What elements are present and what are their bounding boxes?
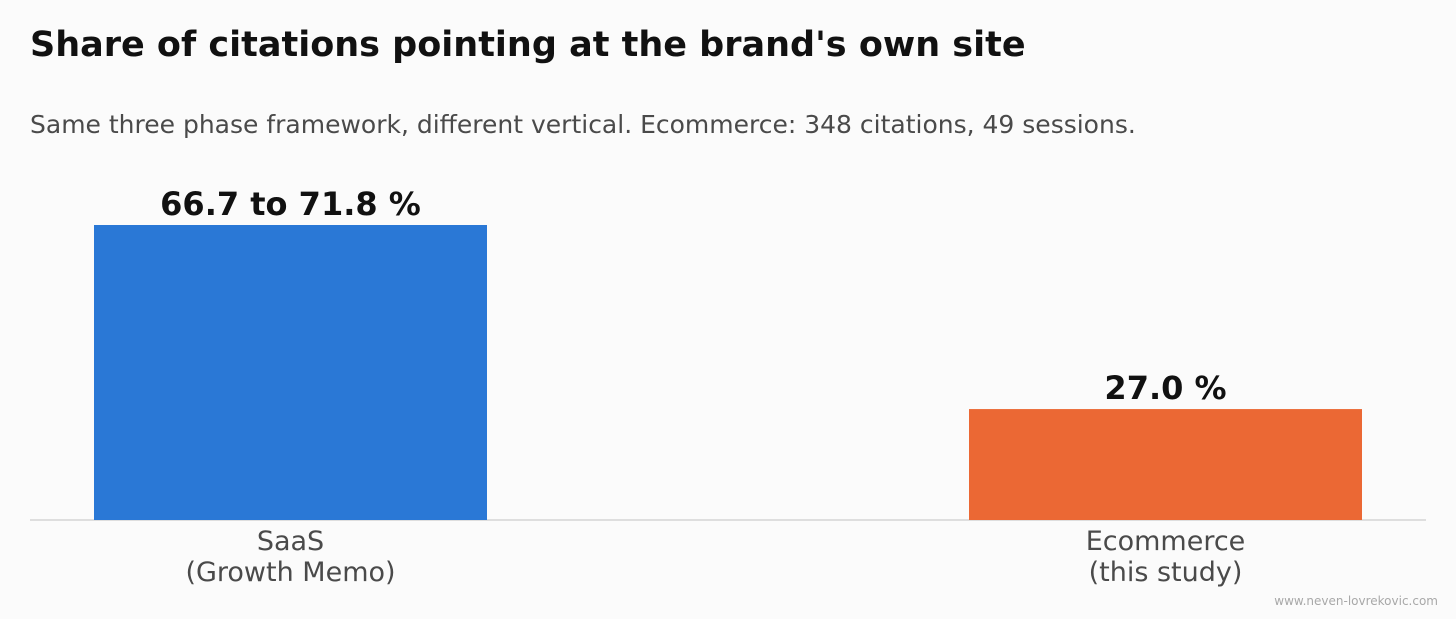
bars-group: 66.7 to 71.8 % SaaS(Growth Memo) 27.0 % Eco…: [94, 185, 1362, 588]
data-label-1: 66.7 to 71.8 %: [160, 185, 421, 223]
bar-1: [94, 225, 487, 520]
category-label-1-line-2: (Growth Memo): [185, 557, 395, 588]
bar-2: [969, 409, 1362, 520]
watermark: www.neven-lovrekovic.com: [1274, 594, 1438, 608]
category-label-2-line-2: (this study): [1089, 557, 1243, 588]
chart-subtitle: Same three phase framework, different ve…: [30, 110, 1136, 139]
chart-title: Share of citations pointing at the brand…: [30, 25, 1026, 65]
data-label-2: 27.0 %: [1104, 369, 1226, 407]
category-label-2-line-1: Ecommerce: [1086, 526, 1246, 557]
category-label-1-line-1: SaaS: [257, 526, 324, 557]
